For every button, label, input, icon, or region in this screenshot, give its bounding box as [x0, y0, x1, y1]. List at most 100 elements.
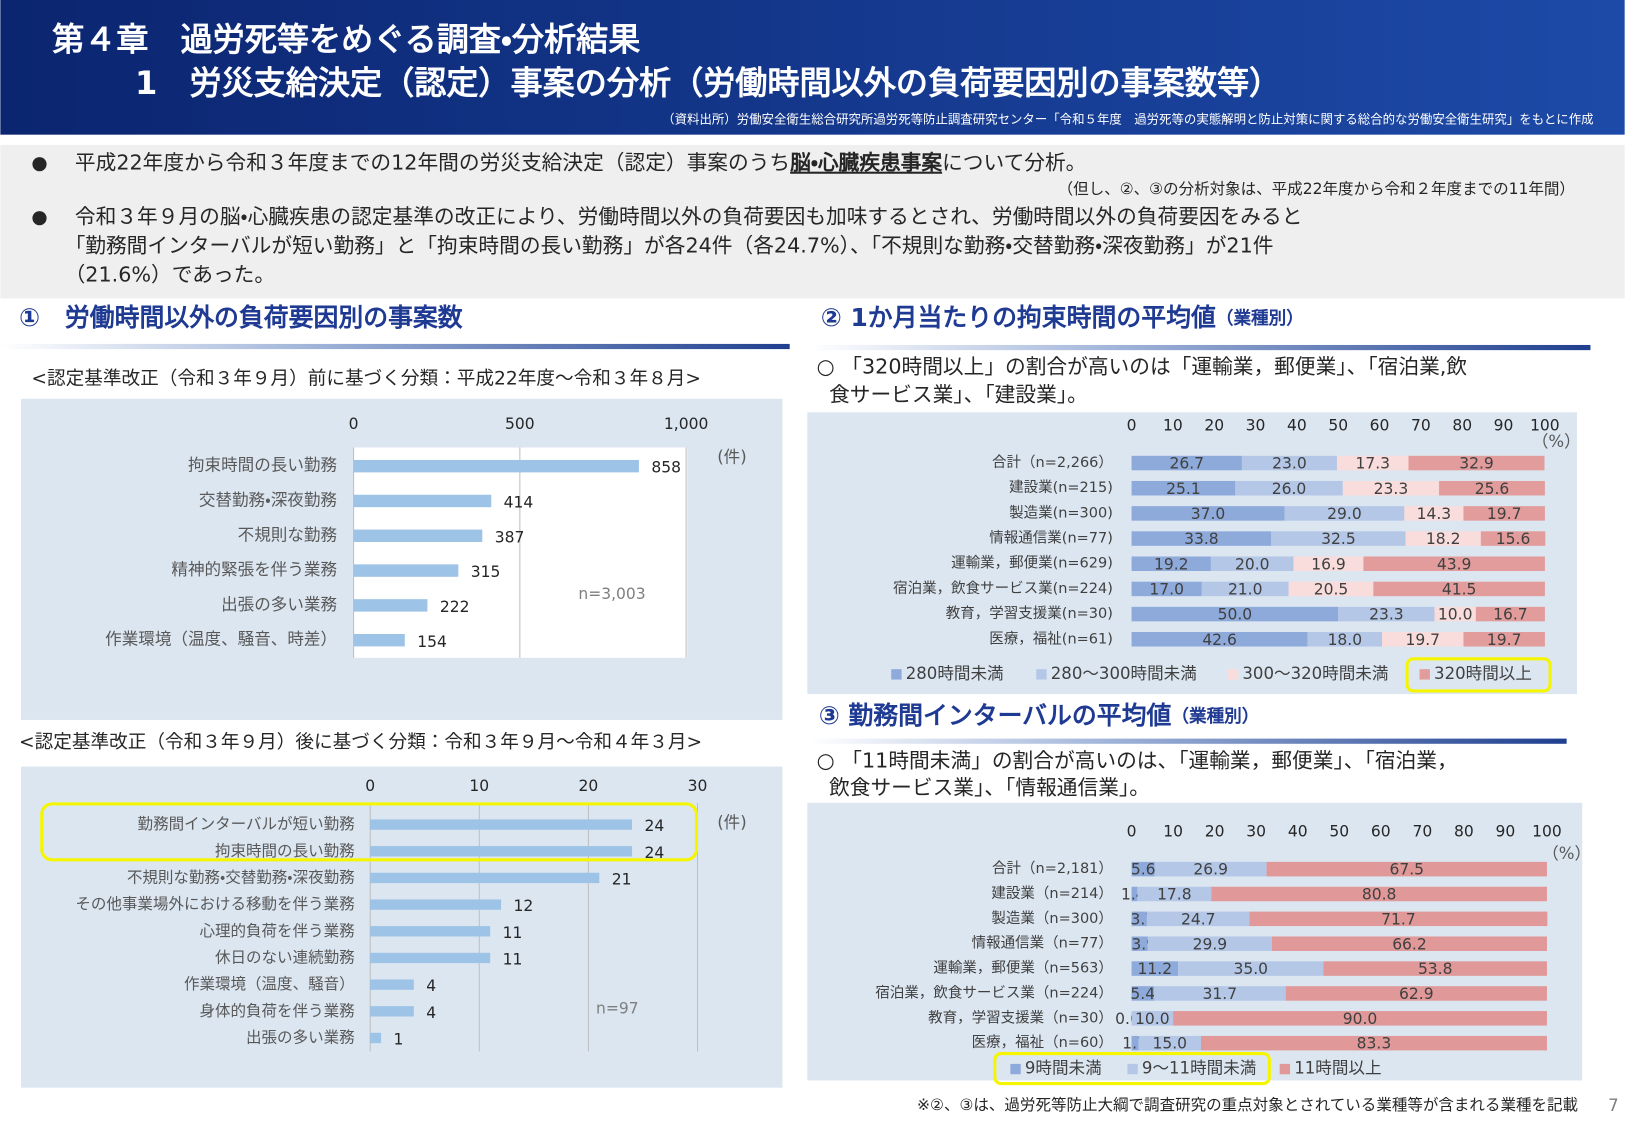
bar: [353, 564, 459, 577]
category-label: 情報通信業(n=77): [989, 530, 1113, 547]
category-label: 拘束時間の長い勤務: [215, 842, 355, 860]
legend-swatch: [1279, 1063, 1291, 1075]
value-label: 414: [504, 494, 534, 512]
x-tick-label: 90: [1496, 822, 1516, 840]
bar: [370, 1032, 382, 1044]
chart-subtitle: <認定基準改正（令和３年９月）後に基づく分類：令和３年９月～令和４年３月>: [19, 732, 702, 753]
value-label: 71.7: [1381, 910, 1416, 928]
charts: <認定基準改正（令和３年９月）前に基づく分類：平成22年度～令和３年８月> 0 50…: [19, 355, 1591, 1088]
category-label: 宿泊業，飲食サービス業(n=224): [893, 580, 1113, 597]
bar-segment: [1405, 531, 1481, 546]
x-tick-label: 1,000: [664, 415, 708, 433]
bullet-marker: ●: [31, 207, 47, 228]
x-tick-label: 0: [1127, 822, 1137, 840]
bar: [370, 952, 491, 964]
bar-segment: [1249, 911, 1548, 927]
legend-label: 320時間以上: [1434, 664, 1532, 683]
value-label: 19.7: [1405, 631, 1440, 649]
x-tick-label: 0: [349, 415, 359, 433]
sample-note: n=97: [596, 999, 639, 1017]
bar-segment: [1131, 961, 1179, 976]
value-label: 315: [471, 563, 501, 581]
section-title: ③ 勤務間インターバルの平均値（業種別）: [819, 701, 1260, 730]
value-label: 33.8: [1184, 530, 1219, 548]
unit-label: （%）: [1542, 844, 1591, 863]
bar: [353, 459, 639, 473]
bar-segment: [1463, 632, 1545, 647]
x-tick-label: 10: [469, 777, 489, 795]
x-tick-label: 0: [365, 777, 375, 795]
section-qualifier: （業種別）: [1216, 308, 1304, 329]
bar: [370, 819, 633, 830]
value-label: 4: [426, 1004, 436, 1022]
category-label: 宿泊業，飲食サービス業（n=224）: [875, 984, 1113, 1001]
bullet-panel: [0, 145, 1625, 299]
value-label: 19.7: [1487, 505, 1522, 523]
x-tick-label: 10: [1163, 416, 1183, 434]
bar-segment: [1131, 531, 1272, 546]
unit-label: (件): [717, 813, 747, 832]
category-label: 出張の多い業務: [221, 595, 337, 614]
legend-label: 9時間未満: [1025, 1059, 1102, 1078]
value-label: 23.3: [1369, 606, 1404, 624]
value-label: 31.7: [1203, 985, 1238, 1003]
value-label: 18.2: [1426, 530, 1461, 548]
x-tick-label: 60: [1370, 416, 1390, 434]
bar-segment: [1131, 1035, 1139, 1051]
bar-segment: [1131, 886, 1138, 902]
bar-segment: [1382, 632, 1464, 647]
x-tick-label: 40: [1287, 416, 1307, 434]
bar-segment: [1363, 556, 1545, 571]
bullet-text-part: について分析。: [942, 151, 1086, 175]
category-label: 教育，学習支援業(n=30): [946, 605, 1113, 622]
legend-swatch: [1036, 669, 1047, 680]
value-label: 26.0: [1272, 480, 1307, 498]
section-title: ① 労働時間以外の負荷要因別の事案数: [19, 303, 463, 332]
bar-segment: [1408, 455, 1545, 471]
bar-segment: [1342, 480, 1440, 496]
value-label: 17.3: [1355, 455, 1390, 473]
value-label: 53.8: [1418, 960, 1453, 978]
value-label: 26.7: [1169, 455, 1204, 473]
category-label: 休日のない連続勤務: [215, 948, 355, 966]
value-label: 11: [503, 951, 523, 969]
category-label: 情報通信業（n=77）: [972, 935, 1113, 952]
x-tick-label: 100: [1530, 416, 1560, 434]
category-label: 合計（n=2,181）: [992, 860, 1113, 877]
header-subtitle: 1 労災支給決定（認定）事案の分析（労働時間以外の負荷要因別の事案数等）: [135, 64, 1281, 102]
x-tick-label: 70: [1412, 822, 1432, 840]
value-label: 29.0: [1327, 505, 1362, 523]
bar-segment: [1131, 581, 1202, 597]
bar-segment: [1480, 531, 1546, 546]
bar-segment: [1131, 632, 1308, 647]
category-label: 製造業(n=300): [1009, 504, 1113, 521]
value-label: 23.3: [1374, 480, 1409, 498]
value-label: 12: [514, 897, 534, 915]
legend-label: 280時間未満: [906, 664, 1004, 683]
bullet-text-part: 平成22年度から令和３年度までの12年間の労災支給決定（認定）事案のうち: [75, 151, 790, 175]
value-label: 21: [612, 871, 632, 889]
page-number: 7: [1608, 1096, 1619, 1115]
section-qualifier: （業種別）: [1171, 706, 1259, 727]
value-label: 32.9: [1459, 455, 1494, 473]
value-label: 29.9: [1193, 935, 1228, 953]
section-title-text: ③ 勤務間インターバルの平均値: [819, 701, 1172, 730]
bar-segment: [1241, 455, 1337, 471]
x-tick-label: 40: [1288, 822, 1308, 840]
legend-swatch: [1010, 1063, 1021, 1075]
category-label: 教育，学習支援業（n=30）: [928, 1009, 1113, 1026]
footnote: ※②、③は、過労死等防止大綱で調査研究の重点対象とされている業種等が含まれる業種…: [917, 1096, 1578, 1114]
value-label: 66.2: [1392, 935, 1427, 953]
bar-segment: [1131, 455, 1242, 471]
bar-segment: [1131, 1011, 1174, 1026]
value-label: 83.3: [1357, 1035, 1392, 1053]
bar: [353, 494, 492, 508]
x-tick-label: 50: [1328, 416, 1348, 434]
bar-segment: [1131, 861, 1155, 877]
header-band: [0, 0, 1625, 135]
category-label: 心理的負荷を伴う業務: [199, 922, 355, 940]
chart-subtitle: <認定基準改正（令和３年９月）前に基づく分類：平成22年度～令和３年８月>: [31, 369, 701, 390]
value-label: 19.2: [1154, 555, 1189, 573]
bar-segment: [1293, 556, 1364, 571]
